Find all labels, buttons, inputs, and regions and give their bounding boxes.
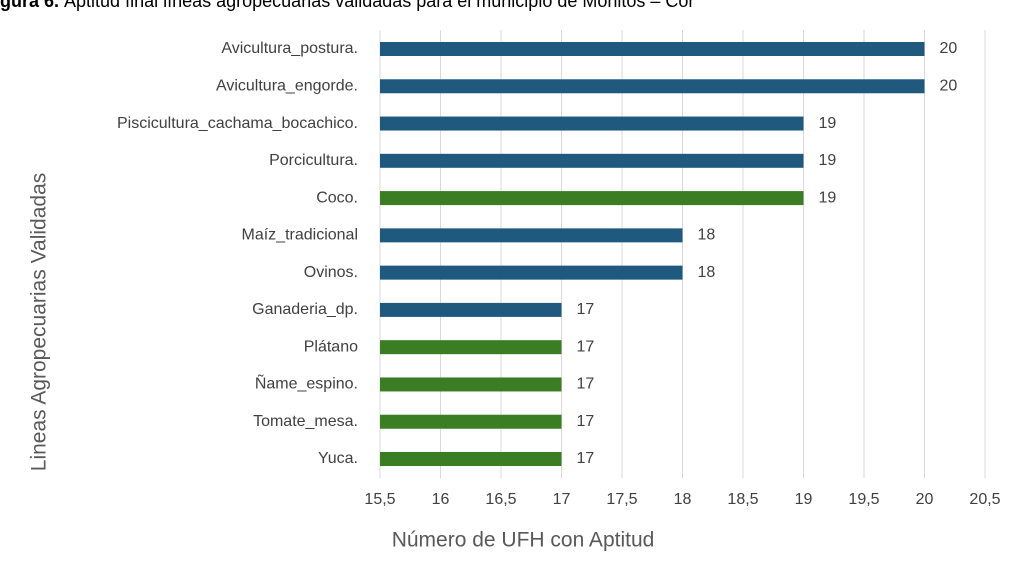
y-tick-label: Coco. <box>316 189 358 206</box>
x-tick-label: 19,5 <box>848 491 879 508</box>
y-tick-label: Tomate_mesa. <box>253 413 358 430</box>
y-tick-label: Piscicultura_cachama_bocachico. <box>117 115 358 132</box>
value-label: 18 <box>698 264 716 281</box>
value-label: 18 <box>698 227 716 244</box>
y-tick-label: Porcicultura. <box>269 152 358 169</box>
x-tick-label: 19 <box>795 491 813 508</box>
value-label: 17 <box>577 338 595 355</box>
bar <box>380 228 683 243</box>
x-tick-label: 16 <box>432 491 450 508</box>
title-label: gura 6. <box>0 0 59 11</box>
y-tick-label: Yuca. <box>318 450 358 467</box>
y-tick-label: Plátano <box>304 338 358 355</box>
value-label: 20 <box>940 40 958 57</box>
value-label: 17 <box>577 376 595 393</box>
y-axis-title: Lineas Agropecuarias Validadas <box>28 173 51 471</box>
chart-title: gura 6. Aptitud final líneas agropecuaria… <box>0 0 694 11</box>
bar <box>380 79 925 94</box>
y-tick-label: Ñame_espino. <box>255 373 358 393</box>
bar <box>380 302 562 317</box>
x-tick-label: 20,5 <box>969 491 1000 508</box>
y-tick-label: Avicultura_engorde. <box>216 77 358 94</box>
bar <box>380 452 562 466</box>
value-label: 19 <box>819 189 837 206</box>
value-label: 19 <box>819 115 837 132</box>
bar <box>380 414 562 429</box>
value-label: 17 <box>577 413 595 430</box>
bar <box>380 42 925 56</box>
x-tick-label: 17 <box>553 491 571 508</box>
y-tick-label: Avicultura_postura. <box>221 40 358 57</box>
x-tick-label: 20 <box>916 491 934 508</box>
y-tick-label: Ovinos. <box>304 264 358 281</box>
x-tick-label: 17,5 <box>606 491 637 508</box>
value-label: 20 <box>940 77 958 94</box>
x-tick-label: 18 <box>674 491 692 508</box>
value-label: 19 <box>819 152 837 169</box>
title-text: Aptitud final líneas agropecuarias valid… <box>64 0 694 11</box>
bar <box>380 340 562 355</box>
bar <box>380 265 683 280</box>
y-tick-label: Ganaderia_dp. <box>252 301 358 318</box>
y-tick-label: Maíz_tradicional <box>242 227 359 244</box>
bar <box>380 191 804 206</box>
value-label: 17 <box>577 301 595 318</box>
x-tick-label: 18,5 <box>727 491 758 508</box>
x-tick-label: 15,5 <box>364 491 395 508</box>
x-tick-label: 16,5 <box>485 491 516 508</box>
value-label: 17 <box>577 450 595 467</box>
x-axis-title: Número de UFH con Aptitud <box>392 529 655 552</box>
bar <box>380 153 804 168</box>
bar <box>380 116 804 131</box>
bar <box>380 377 562 392</box>
